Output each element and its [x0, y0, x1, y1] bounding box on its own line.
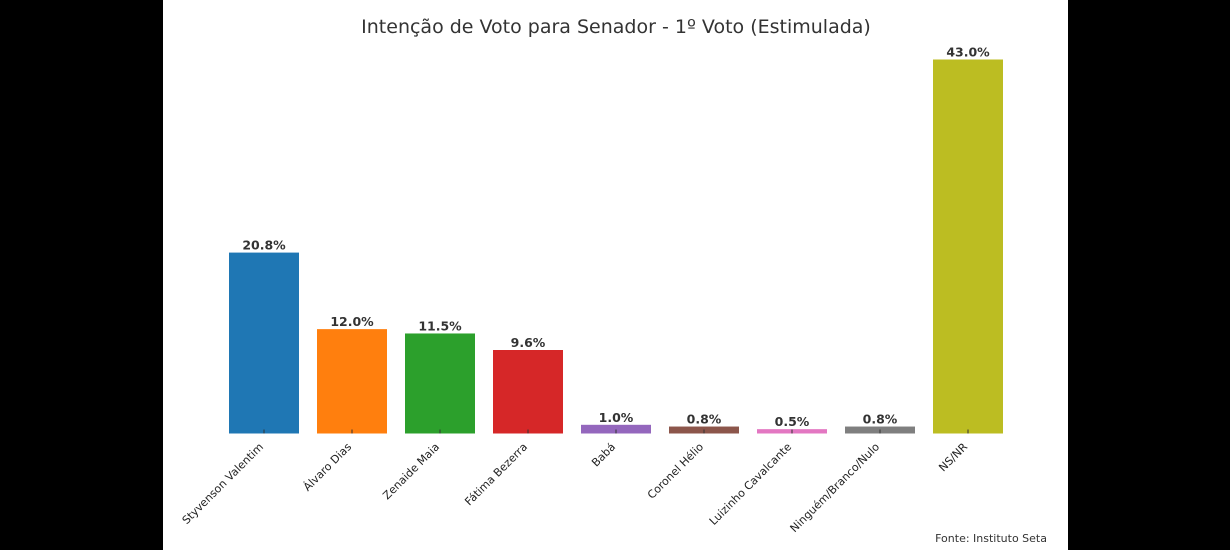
- x-tick-label-4: Babá: [589, 440, 618, 469]
- value-label-4: 1.0%: [599, 410, 634, 425]
- bar-chart: Intenção de Voto para Senador - 1º Voto …: [180, 16, 1003, 535]
- x-ticks-group: [263, 429, 969, 434]
- bar-8: [933, 59, 1003, 434]
- value-label-6: 0.5%: [775, 414, 810, 429]
- value-label-3: 9.6%: [511, 335, 546, 350]
- x-tick-label-1: Álvaro Dias: [301, 440, 354, 493]
- chart-title: Intenção de Voto para Senador - 1º Voto …: [361, 16, 871, 38]
- x-tick-label-5: Coronel Hélio: [645, 440, 706, 501]
- value-labels-group: 20.8% 12.0% 11.5% 9.6% 1.0% 0.8% 0.5% 0.8% 43.0%: [242, 45, 990, 430]
- value-label-7: 0.8%: [863, 412, 898, 427]
- x-tick-label-0: Styvenson Valentim: [180, 440, 266, 526]
- x-tick-label-3: Fátima Bezerra: [462, 440, 530, 508]
- bar-1: [317, 329, 387, 434]
- x-tick-label-8: NS/NR: [936, 440, 970, 474]
- x-tick-label-2: Zenaide Maia: [380, 440, 442, 502]
- value-label-8: 43.0%: [946, 45, 990, 60]
- x-tick-label-7: Ninguém/Branco/Nulo: [788, 440, 883, 535]
- value-label-0: 20.8%: [242, 238, 286, 253]
- value-label-5: 0.8%: [687, 412, 722, 427]
- x-tick-labels-group: Styvenson Valentim Álvaro Dias Zenaide Mai…: [180, 440, 971, 535]
- chart-canvas: Intenção de Voto para Senador - 1º Voto …: [163, 0, 1068, 550]
- bar-2: [405, 333, 475, 434]
- bars-group: [229, 59, 1003, 434]
- value-label-1: 12.0%: [330, 314, 374, 329]
- bar-3: [493, 350, 563, 434]
- value-label-2: 11.5%: [418, 318, 462, 333]
- bar-4: [581, 424, 651, 434]
- source-note: Fonte: Instituto Seta: [935, 532, 1047, 545]
- x-tick-label-6: Luizinho Cavalcante: [707, 440, 795, 528]
- bar-0: [229, 252, 299, 434]
